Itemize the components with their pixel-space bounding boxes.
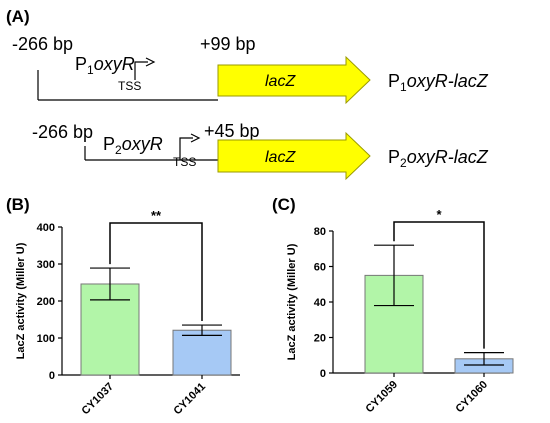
category-label: CY1059 xyxy=(364,379,401,416)
category-label: CY1037 xyxy=(80,381,117,418)
category-label: CY1041 xyxy=(172,381,209,418)
y-tick-label: 0 xyxy=(49,370,55,382)
y-tick-label: 200 xyxy=(37,296,55,308)
construct-2-promoter-label: P2oxyR xyxy=(103,134,163,157)
construct-2-end-label: +45 bp xyxy=(204,121,260,141)
construct-1-tss-label: TSS xyxy=(118,79,141,93)
y-tick-label: 400 xyxy=(37,222,55,234)
construct-2-tss-label: TSS xyxy=(173,155,196,169)
significance-bracket xyxy=(393,221,485,349)
tss-arrowhead-icon xyxy=(190,133,201,143)
y-axis-label: LacZ activity (Miller U) xyxy=(15,242,27,359)
significance-bracket xyxy=(109,222,203,322)
construct-1-reporter-label: lacZ xyxy=(265,73,296,90)
significance-label: ** xyxy=(151,208,162,223)
construct-2: -266 bp P2oxyR TSS +45 bp lacZ P2oxyR-la… xyxy=(32,121,489,181)
tss-arrow-icon xyxy=(179,137,193,160)
construct-1-lacz-arrow xyxy=(217,55,371,105)
construct-1: -266 bp P1oxyR TSS +99 bp lacZ P1oxyR-la… xyxy=(12,34,489,105)
panel-a-label: (A) xyxy=(6,7,30,26)
construct-2-lacz-arrow xyxy=(217,131,371,181)
construct-2-reporter-label: lacZ xyxy=(265,149,296,166)
construct-1-end-label: +99 bp xyxy=(200,34,256,54)
panel-b-label: (B) xyxy=(6,195,30,214)
construct-1-start-label: -266 bp xyxy=(12,34,73,54)
bar xyxy=(172,329,232,376)
category-label: CY1060 xyxy=(454,379,491,416)
y-tick-label: 300 xyxy=(37,259,55,271)
y-axis-label: LacZ activity (Miller U) xyxy=(286,243,298,360)
tss-arrowhead-icon xyxy=(145,57,156,67)
y-tick-label: 100 xyxy=(37,333,55,345)
y-tick-label: 60 xyxy=(314,262,326,274)
construct-1-promoter-label: P1oxyR xyxy=(75,54,135,77)
construct-2-name: P2oxyR-lacZ xyxy=(388,147,489,170)
construct-2-start-label: -266 bp xyxy=(32,122,93,142)
y-tick-label: 80 xyxy=(314,226,326,238)
chart-b: 0 100 200 300 400 LacZ activity (Miller U) CY1… xyxy=(15,208,240,417)
construct-1-name: P1oxyR-lacZ xyxy=(388,71,489,94)
panel-c-label: (C) xyxy=(272,195,296,214)
y-tick-label: 20 xyxy=(314,333,326,345)
y-tick-label: 0 xyxy=(320,368,326,380)
significance-label: * xyxy=(436,207,442,222)
chart-c: 0 20 40 60 80 LacZ activity (Miller U) CY1059 C… xyxy=(286,207,514,416)
tss-arrow-icon xyxy=(134,61,148,80)
y-tick-label: 40 xyxy=(314,297,326,309)
